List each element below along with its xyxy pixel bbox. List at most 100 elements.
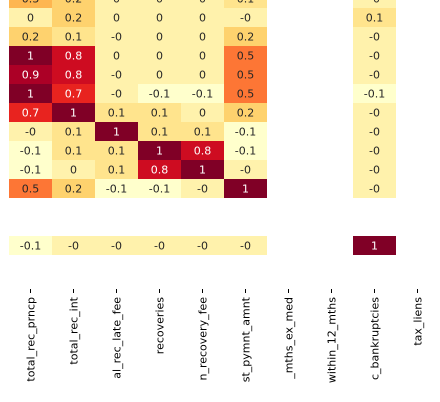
heatmap-cell (9, 0, 52, 8)
heatmap-cell (224, 0, 267, 8)
heatmap-cell (9, 160, 52, 179)
x-tick-label: total_rec_prncp (25, 297, 38, 382)
x-tick-label: total_rec_int (68, 296, 81, 364)
heatmap-cell-value: 0.1 (237, 0, 255, 6)
heatmap-cell-value: 0 (113, 50, 120, 63)
heatmap-cell-labels: 0.3 0.2 0 0 0 0.1 -0 0 0.2 0 0 0 -0 0.1 0.2 0.1 -0 0 0 0.2 -… (20, 0, 385, 253)
heatmap-cell-value: 0 (156, 50, 163, 63)
heatmap-cell (52, 236, 95, 255)
heatmap-cell (353, 27, 396, 46)
heatmap-cell (95, 0, 138, 8)
heatmap-cell (9, 236, 52, 255)
heatmap-cell-value: 1 (70, 107, 77, 120)
heatmap-cell (224, 179, 267, 198)
heatmap-cell (224, 236, 267, 255)
heatmap-cell-value: 0.5 (237, 88, 255, 101)
heatmap-cell (224, 160, 267, 179)
heatmap-cell-value: 0.1 (151, 126, 169, 139)
heatmap-cell (95, 84, 138, 103)
heatmap-cell (353, 141, 396, 160)
heatmap-cell-value: -0 (369, 69, 380, 82)
heatmap-cell-value: 0.1 (366, 12, 384, 25)
heatmap-cell-value: 1 (27, 50, 34, 63)
heatmap-cell-value: 0.5 (237, 69, 255, 82)
heatmap-cell (9, 84, 52, 103)
heatmap-cell-value: 0.2 (65, 0, 83, 6)
heatmap-cell-value: 0.7 (22, 107, 40, 120)
heatmap-cell (95, 46, 138, 65)
heatmap-cell (95, 65, 138, 84)
heatmap-cell-value: -0.1 (235, 126, 256, 139)
heatmap-cell-value: -0 (240, 164, 251, 177)
heatmap-cell-value: 1 (371, 240, 378, 253)
heatmap-cell (353, 103, 396, 122)
heatmap-cell (353, 236, 396, 255)
x-axis: total_rec_prncp total_rec_int al_rec_late_… (25, 289, 425, 383)
heatmap-cell-value: 0.3 (22, 0, 40, 6)
heatmap-cell-value: -0.1 (20, 240, 41, 253)
heatmap-cell-value: 0 (156, 12, 163, 25)
heatmap-cell-value: -0 (369, 31, 380, 44)
heatmap-cell-value: 0.1 (108, 107, 126, 120)
heatmap-cell-value: -0 (369, 50, 380, 63)
heatmap-cell-value: -0 (369, 0, 380, 6)
heatmap-cell-value: -0.1 (20, 145, 41, 158)
heatmap-cell-value: 1 (199, 164, 206, 177)
heatmap-cell-value: -0 (369, 183, 380, 196)
heatmap-cell (138, 103, 181, 122)
heatmap-cell-value: -0 (111, 88, 122, 101)
heatmap-cell (9, 103, 52, 122)
heatmap-cell (181, 8, 224, 27)
heatmap-cell (353, 65, 396, 84)
heatmap-cell (353, 179, 396, 198)
heatmap-cell-value: -0.1 (149, 183, 170, 196)
x-tick-label: recoveries (154, 297, 167, 354)
heatmap-cell-value: -0.1 (149, 88, 170, 101)
heatmap-cell (95, 122, 138, 141)
heatmap-cell-value: 0.2 (65, 12, 83, 25)
heatmap-cell (95, 27, 138, 46)
heatmap-cell-value: -0 (369, 145, 380, 158)
heatmap-cell (138, 8, 181, 27)
heatmap-cell (353, 160, 396, 179)
heatmap-cell-value: 0 (199, 31, 206, 44)
heatmap-cell (224, 141, 267, 160)
heatmap-cell (52, 160, 95, 179)
heatmap-cell (138, 27, 181, 46)
heatmap-cell-value: -0 (197, 183, 208, 196)
heatmap-cell (138, 236, 181, 255)
heatmap-cell (224, 65, 267, 84)
heatmap-cell-value: 0.5 (237, 50, 255, 63)
heatmap-cell-value: 0.8 (65, 50, 83, 63)
heatmap-cell (9, 27, 52, 46)
heatmap-cell (138, 84, 181, 103)
heatmap-cell-value: 0.9 (22, 69, 40, 82)
heatmap-cell-value: 0.8 (65, 69, 83, 82)
heatmap-cell (9, 122, 52, 141)
heatmap-cell-value: -0.1 (106, 183, 127, 196)
heatmap-cell (138, 179, 181, 198)
heatmap-cell-value: 1 (242, 183, 249, 196)
heatmap-cell-value: -0 (240, 240, 251, 253)
heatmap-cell (95, 236, 138, 255)
heatmap-cell (52, 65, 95, 84)
heatmap-cell-value: 0.8 (194, 145, 212, 158)
heatmap-cell (138, 160, 181, 179)
heatmap-cell (52, 84, 95, 103)
heatmap-cell (353, 0, 396, 8)
heatmap-cell (181, 122, 224, 141)
heatmap-cell-value: 1 (156, 145, 163, 158)
heatmap-cell (181, 160, 224, 179)
heatmap-cell (224, 46, 267, 65)
heatmap-cell-value: 0.2 (65, 183, 83, 196)
heatmap-cell-value: 0.2 (22, 31, 40, 44)
heatmap-cell-value: -0 (240, 12, 251, 25)
heatmap-cell (224, 84, 267, 103)
heatmap-cell (95, 103, 138, 122)
heatmap-cell-value: 1 (113, 126, 120, 139)
heatmap-cell-value: 0.1 (108, 145, 126, 158)
heatmap-cell-value: -0 (68, 240, 79, 253)
heatmap-cell-value: 0.2 (237, 107, 255, 120)
heatmap-cell-value: 0 (70, 164, 77, 177)
